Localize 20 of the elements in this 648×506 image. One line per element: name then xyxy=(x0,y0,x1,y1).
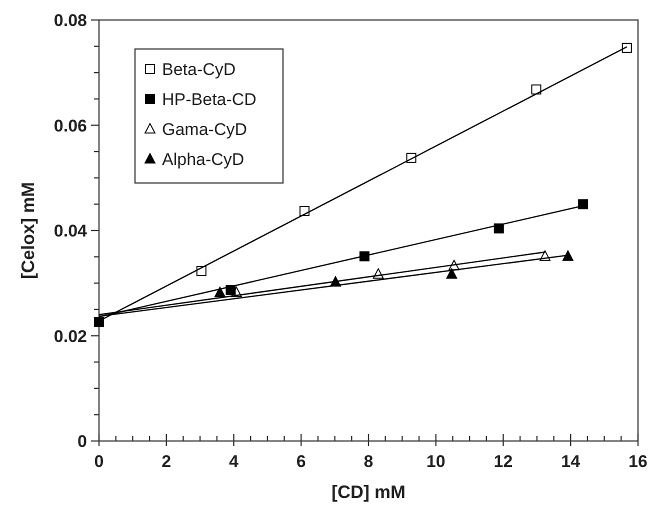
y-tick-label: 0.08 xyxy=(54,11,87,30)
legend-label: HP-Beta-CD xyxy=(162,90,256,109)
x-tick-label: 6 xyxy=(296,452,306,471)
legend-label: Beta-CyD xyxy=(162,60,236,79)
x-tick-label: 4 xyxy=(229,452,240,471)
x-axis-title: [CD] mM xyxy=(332,482,406,502)
legend-label: Alpha-CyD xyxy=(162,150,244,169)
y-tick-label: 0.06 xyxy=(54,116,87,136)
y-tick-label: 0 xyxy=(78,432,87,451)
legend-label: Gama-CyD xyxy=(162,120,248,139)
x-tick-label: 0 xyxy=(94,452,104,471)
x-tick-label: 14 xyxy=(561,452,581,471)
x-tick-label: 12 xyxy=(494,452,513,471)
x-tick-label: 2 xyxy=(162,452,172,471)
x-tick-label: 16 xyxy=(628,452,648,471)
y-axis-title: [Celox] mM xyxy=(18,182,38,280)
x-tick-label: 8 xyxy=(364,452,374,471)
x-tick-label: 10 xyxy=(426,452,446,471)
y-tick-label: 0.04 xyxy=(54,222,88,240)
y-tick-label: 0.02 xyxy=(54,326,87,346)
